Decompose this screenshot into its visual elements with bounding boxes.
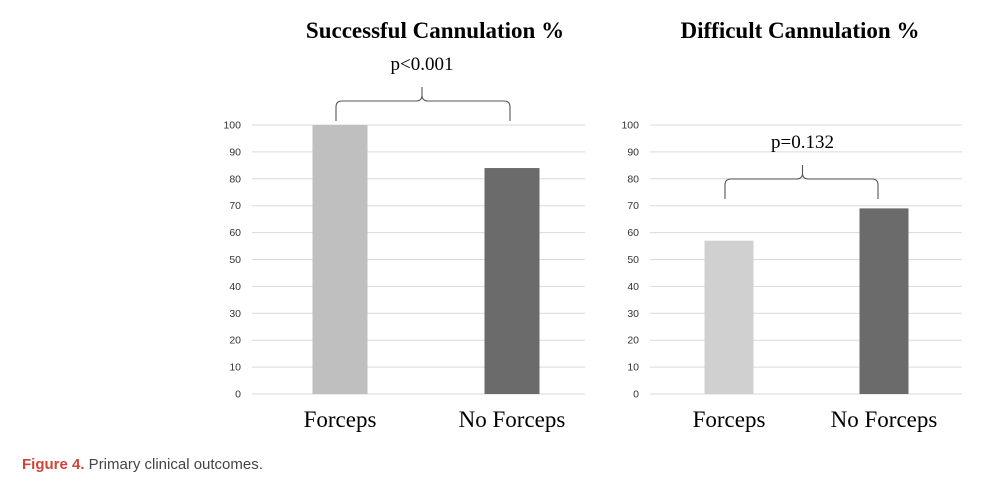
chart-title-left: Successful Cannulation % [306,18,564,43]
y-tick-label-right-70: 70 [627,200,639,212]
y-tick-label-left-0: 0 [235,389,241,401]
y-tick-label-right-50: 50 [627,254,639,266]
significance-bracket-right [724,165,879,199]
chart-title-right: Difficult Cannulation % [681,18,920,43]
p-value-annotation-right: p=0.132 [771,132,834,153]
y-tick-label-left-90: 90 [229,146,241,158]
y-tick-label-right-0: 0 [633,389,639,401]
y-tick-label-right-40: 40 [627,281,639,293]
p-value-annotation-left: p<0.001 [391,54,454,75]
y-tick-label-right-30: 30 [627,308,639,320]
y-tick-label-left-70: 70 [229,200,241,212]
x-category-label-right-forceps: Forceps [693,407,766,432]
bar-left-forceps [312,125,368,394]
charts-canvas: Successful Cannulation % 0 10 20 30 40 50 60 70 8… [223,18,962,432]
significance-bracket-left [335,87,511,121]
y-tick-label-left-10: 10 [229,362,241,374]
y-tick-label-left-60: 60 [229,227,241,239]
bar-right-no-forceps [859,208,909,394]
bar-right-forceps [704,240,754,394]
y-tick-label-left-50: 50 [229,254,241,266]
x-category-label-left-forceps: Forceps [304,407,377,432]
x-category-label-left-no-forceps: No Forceps [459,407,566,432]
caption-label: Figure 4. [22,456,85,473]
y-tick-label-left-30: 30 [229,308,241,320]
y-tick-label-right-90: 90 [627,146,639,158]
y-tick-label-left-20: 20 [229,335,241,347]
y-tick-label-right-20: 20 [627,335,639,347]
y-tick-label-right-80: 80 [627,173,639,185]
y-tick-label-right-100: 100 [621,120,639,132]
y-tick-label-left-40: 40 [229,281,241,293]
x-category-label-right-no-forceps: No Forceps [831,407,938,432]
figure-caption: Figure 4. Primary clinical outcomes. [22,456,263,473]
y-tick-label-left-80: 80 [229,173,241,185]
caption-text: Primary clinical outcomes. [84,456,263,473]
y-tick-label-right-60: 60 [627,227,639,239]
y-tick-label-right-10: 10 [627,362,639,374]
y-tick-label-left-100: 100 [223,120,241,132]
bar-left-no-forceps [484,168,540,394]
